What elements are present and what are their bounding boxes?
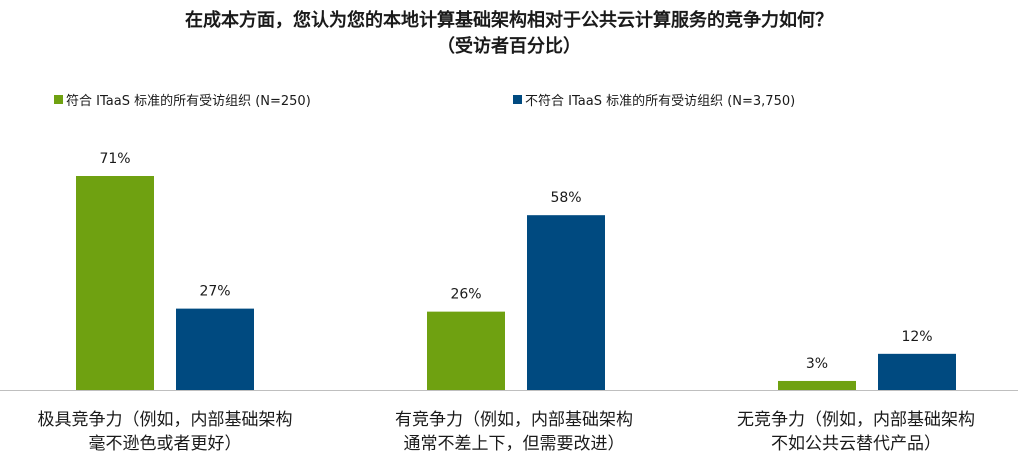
legend-swatch-green [54, 95, 63, 104]
category-label-line2: 通常不差上下，但需要改进） [403, 434, 625, 454]
data-label-series2-cat2: 58% [550, 190, 581, 206]
legend-swatch-blue [513, 95, 522, 104]
category-label-line1: 极具竞争力（例如，内部基础架构 [37, 410, 293, 430]
chart-subtitle: （受访者百分比） [437, 36, 581, 57]
chart-title: 在成本方面，您认为您的本地计算基础架构相对于公共云计算服务的竞争力如何？ [185, 10, 833, 31]
bar-series1-cat3 [778, 380, 856, 390]
category-label-very-competitive: 极具竞争力（例如，内部基础架构 毫不逊色或者更好） [5, 408, 325, 456]
legend-label-non-itaas: 不符合 ITaaS 标准的所有受访组织 (N=3,750) [525, 94, 796, 109]
category-label-line1: 无竞争力（例如，内部基础架构 [737, 410, 975, 430]
data-label-series2-cat3: 12% [901, 329, 932, 345]
category-label-line2: 不如公共云替代产品） [771, 434, 941, 454]
bar-series2-cat1 [176, 308, 254, 390]
category-label-competitive: 有竞争力（例如，内部基础架构 通常不差上下，但需要改进） [354, 408, 674, 456]
data-label-series1-cat2: 26% [450, 287, 481, 303]
data-label-series2-cat1: 27% [199, 284, 230, 300]
legend-item-non-itaas: 不符合 ITaaS 标准的所有受访组织 (N=3,750) [513, 93, 795, 111]
data-label-series1-cat1: 71% [99, 151, 130, 167]
category-label-line2: 毫不逊色或者更好） [88, 434, 242, 454]
category-label-not-competitive: 无竞争力（例如，内部基础架构 不如公共云替代产品） [696, 408, 1016, 456]
data-label-series1-cat3: 3% [806, 356, 828, 372]
bar-series1-cat1 [76, 176, 154, 390]
bar-series2-cat3 [878, 353, 956, 390]
legend-item-itaas: 符合 ITaaS 标准的所有受访组织 (N=250) [54, 93, 311, 111]
legend-label-itaas: 符合 ITaaS 标准的所有受访组织 (N=250) [66, 94, 311, 109]
category-label-line1: 有竞争力（例如，内部基础架构 [395, 410, 633, 430]
bar-series1-cat2 [427, 311, 505, 390]
bar-series2-cat2 [527, 215, 605, 390]
